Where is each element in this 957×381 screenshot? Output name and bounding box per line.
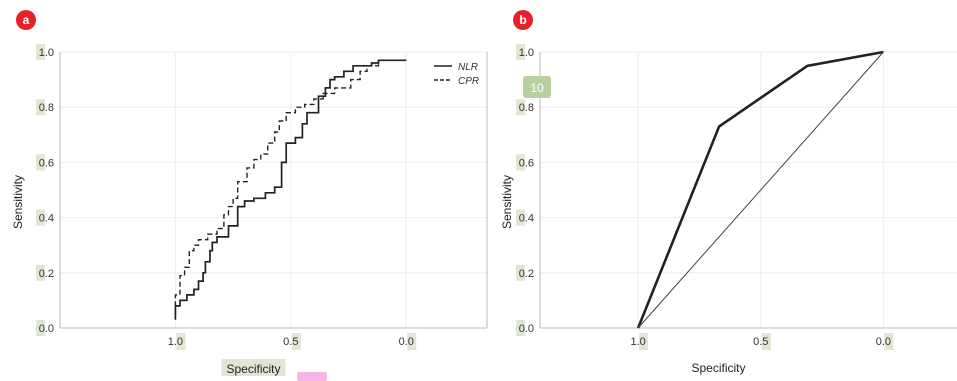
y-tick-label: 0.6 [39, 157, 54, 169]
series-line-roc [636, 50, 884, 329]
y-axis-title: Sensitivity [11, 175, 25, 229]
y-tick-highlight [516, 264, 525, 281]
x-axis-title: Specificity [691, 361, 745, 375]
y-tick-highlight [516, 44, 525, 60]
y-tick-label: 1.0 [39, 47, 54, 59]
x-tick-highlight [291, 333, 301, 350]
series-line-cpr [174, 59, 407, 315]
x-tick-label: 1.0 [630, 336, 645, 348]
x-tick-label: 0.0 [399, 336, 414, 348]
y-tick-highlight [516, 209, 525, 226]
x-tick-label: 1.0 [168, 336, 183, 348]
y-tick-label: 0.4 [39, 213, 54, 225]
chart-panel-a: 0.0 0.2 0.4 0.6 0.8 1.0 1.0 0.5 0.0 Specificity Se… [11, 10, 488, 376]
y-tick-label: 0.6 [519, 157, 534, 169]
y-tick-label: 0.8 [519, 102, 534, 114]
y-tick-highlight [36, 320, 45, 336]
series-line-reference [637, 51, 884, 329]
overlay-marker [297, 372, 327, 381]
y-tick-label: 0.8 [39, 102, 54, 114]
y-tick-label: 0.2 [519, 268, 534, 280]
y-tick-highlight [516, 99, 525, 116]
x-tick-label: 0.5 [283, 336, 298, 348]
x-axis-title: Specificity [226, 362, 280, 376]
y-tick-label: 1.0 [519, 47, 534, 59]
x-axis-title-highlight [221, 359, 286, 376]
y-axis-title: Sensitivity [500, 175, 514, 229]
x-tick-highlight [407, 333, 417, 350]
y-tick-highlight [516, 154, 525, 171]
overlay-badge [523, 76, 551, 98]
x-tick-label: 0.0 [876, 336, 891, 348]
legend-label-nlr: NLR [458, 62, 478, 73]
legend-label-cpr: CPR [458, 76, 479, 87]
y-tick-highlight [36, 44, 45, 60]
y-tick-label: 0.0 [39, 323, 54, 335]
overlay-badge-label: 10 [530, 81, 544, 95]
y-tick-highlight [516, 320, 525, 336]
y-tick-highlight [36, 209, 45, 226]
legend: NLR CPR [434, 62, 479, 87]
y-tick-highlight [36, 99, 45, 116]
panel-badge-b [513, 10, 533, 30]
y-tick-label: 0.0 [519, 323, 534, 335]
y-tick-label: 0.2 [39, 268, 54, 280]
y-tick-highlight [36, 264, 45, 281]
series-line-nlr [174, 59, 407, 320]
y-tick-highlight [36, 154, 45, 171]
panel-letter: a [23, 13, 30, 27]
x-tick-highlight [884, 333, 894, 350]
panel-letter: b [519, 13, 526, 27]
chart-panel-b: 0.0 0.2 0.4 0.6 0.8 1.0 1.0 0.5 0.0 Specificity Se… [500, 10, 957, 375]
x-tick-highlight [176, 333, 186, 350]
x-tick-highlight [761, 333, 771, 350]
x-tick-label: 0.5 [753, 336, 768, 348]
y-tick-label: 0.4 [519, 213, 534, 225]
x-tick-highlight [639, 333, 649, 350]
panel-badge-a [16, 10, 36, 30]
